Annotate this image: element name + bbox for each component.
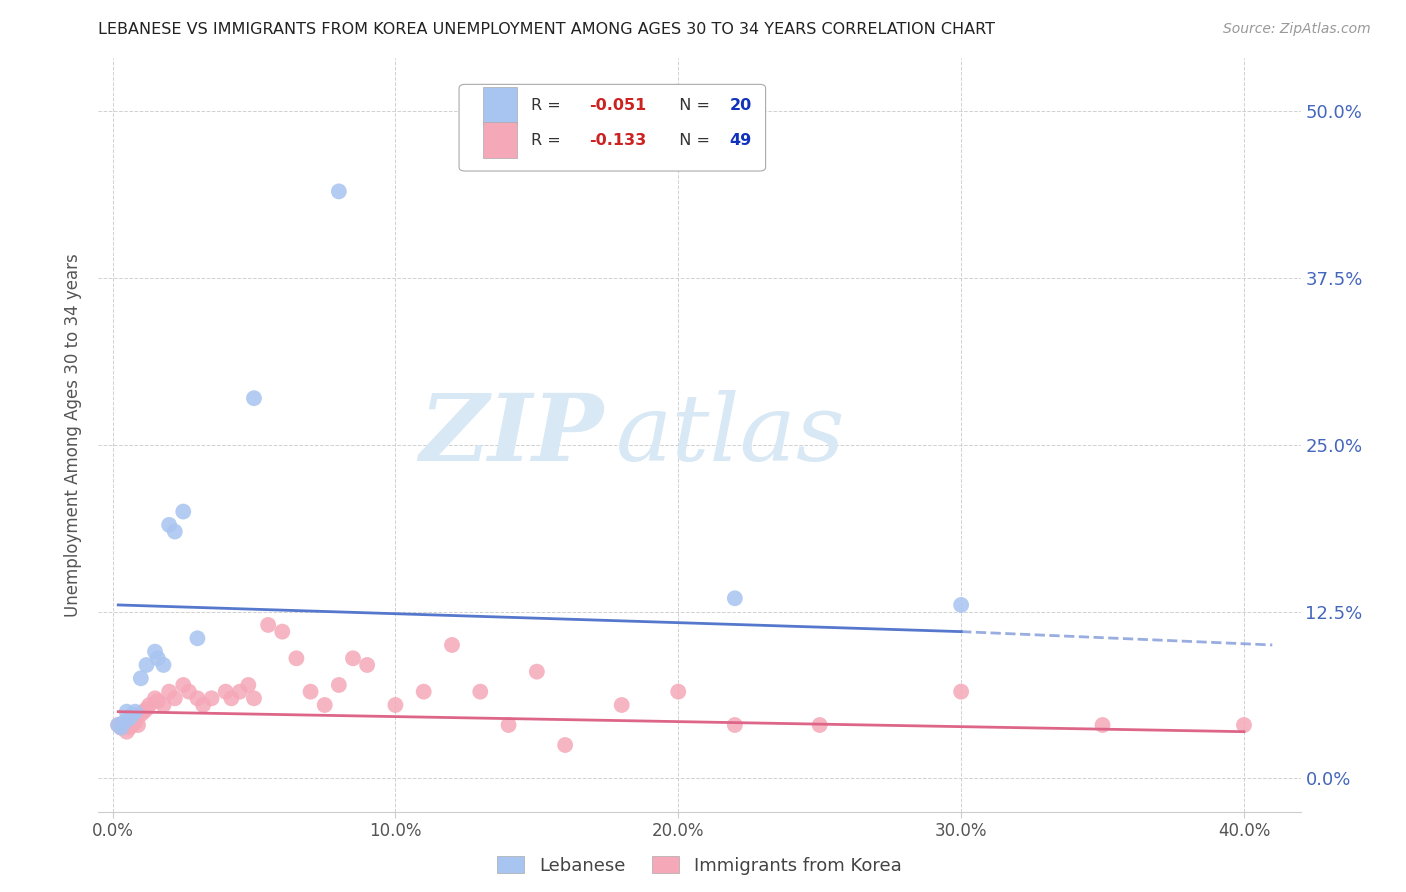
Point xyxy=(152,657,174,672)
Point xyxy=(384,698,406,712)
Point xyxy=(110,721,132,735)
Point xyxy=(135,702,157,716)
Point xyxy=(172,504,194,518)
Text: N =: N = xyxy=(669,98,716,113)
Point xyxy=(143,691,166,706)
Point xyxy=(112,715,135,730)
Point xyxy=(328,185,350,199)
Text: R =: R = xyxy=(531,133,567,148)
Point xyxy=(135,657,157,672)
Point xyxy=(107,718,129,732)
Point xyxy=(215,684,238,698)
Legend: Lebanese, Immigrants from Korea: Lebanese, Immigrants from Korea xyxy=(491,848,908,882)
Point xyxy=(554,738,576,752)
Point xyxy=(238,678,260,692)
Point xyxy=(121,718,143,732)
Point xyxy=(110,721,132,735)
Point xyxy=(129,707,152,722)
Point xyxy=(157,517,180,532)
Point xyxy=(115,724,138,739)
Point xyxy=(146,651,169,665)
Y-axis label: Unemployment Among Ages 30 to 34 years: Unemployment Among Ages 30 to 34 years xyxy=(65,253,83,616)
Point xyxy=(950,598,973,612)
Point xyxy=(138,698,160,712)
Point xyxy=(356,657,378,672)
Point xyxy=(314,698,336,712)
Point xyxy=(808,718,831,732)
Text: -0.133: -0.133 xyxy=(589,133,647,148)
Point xyxy=(112,718,135,732)
Point xyxy=(146,694,169,708)
Text: atlas: atlas xyxy=(616,390,845,480)
Text: ZIP: ZIP xyxy=(419,390,603,480)
Point xyxy=(1233,718,1256,732)
Point xyxy=(257,618,280,632)
Point xyxy=(118,711,141,725)
Point xyxy=(666,684,689,698)
Point xyxy=(498,718,520,732)
Point xyxy=(121,707,143,722)
Point xyxy=(115,705,138,719)
Point xyxy=(152,698,174,712)
Text: R =: R = xyxy=(531,98,567,113)
Point xyxy=(724,718,747,732)
Point xyxy=(342,651,364,665)
Point xyxy=(163,691,186,706)
Point xyxy=(243,391,266,405)
Point xyxy=(724,591,747,606)
Point xyxy=(285,651,308,665)
Bar xyxy=(484,122,517,158)
Point xyxy=(526,665,548,679)
Text: Source: ZipAtlas.com: Source: ZipAtlas.com xyxy=(1223,22,1371,37)
Point xyxy=(132,705,155,719)
Point xyxy=(200,691,222,706)
Point xyxy=(186,691,208,706)
Point xyxy=(124,715,146,730)
Point xyxy=(243,691,266,706)
Bar xyxy=(484,87,517,124)
Point xyxy=(177,684,200,698)
Point xyxy=(186,632,208,646)
Point xyxy=(229,684,252,698)
Point xyxy=(299,684,322,698)
Point xyxy=(191,698,214,712)
Point xyxy=(950,684,973,698)
Point xyxy=(470,684,492,698)
Point xyxy=(143,645,166,659)
Point xyxy=(412,684,434,698)
Point xyxy=(124,705,146,719)
Point xyxy=(271,624,294,639)
Text: LEBANESE VS IMMIGRANTS FROM KOREA UNEMPLOYMENT AMONG AGES 30 TO 34 YEARS CORRELA: LEBANESE VS IMMIGRANTS FROM KOREA UNEMPL… xyxy=(98,22,995,37)
Point xyxy=(127,718,149,732)
Point xyxy=(610,698,633,712)
Point xyxy=(440,638,463,652)
Point xyxy=(157,684,180,698)
Point xyxy=(328,678,350,692)
Point xyxy=(129,671,152,685)
FancyBboxPatch shape xyxy=(458,85,766,171)
Point xyxy=(172,678,194,692)
Text: -0.051: -0.051 xyxy=(589,98,647,113)
Text: N =: N = xyxy=(669,133,716,148)
Point xyxy=(118,721,141,735)
Text: 20: 20 xyxy=(730,98,752,113)
Point xyxy=(221,691,243,706)
Point xyxy=(107,718,129,732)
Point xyxy=(1091,718,1114,732)
Point xyxy=(163,524,186,539)
Text: 49: 49 xyxy=(730,133,752,148)
